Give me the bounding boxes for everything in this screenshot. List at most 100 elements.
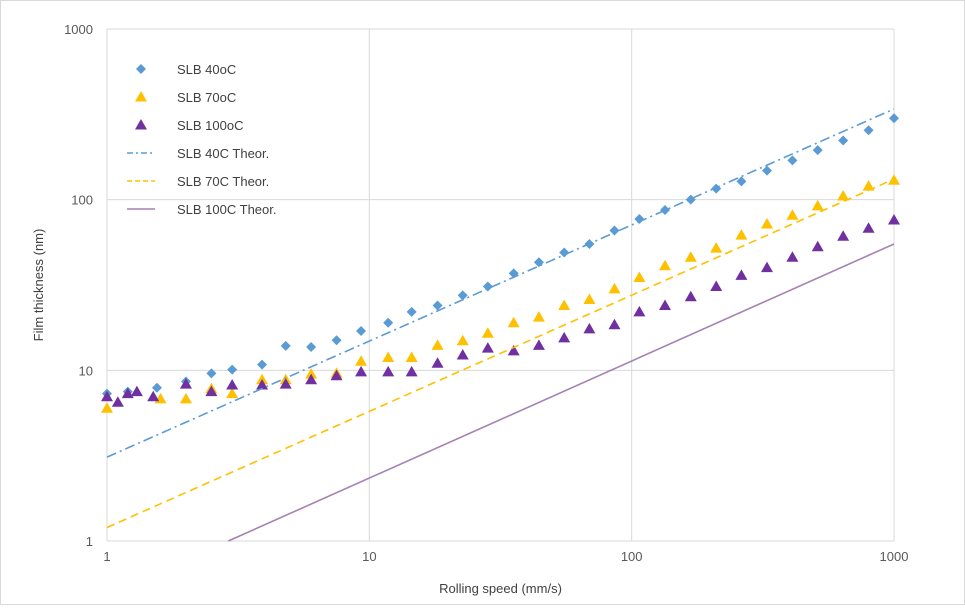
point-slb-100oc — [710, 280, 723, 291]
point-slb-100oc — [481, 342, 494, 353]
point-slb-100oc — [405, 365, 418, 377]
x-tick-label: 1000 — [880, 549, 909, 564]
point-slb-70oc — [226, 387, 239, 399]
point-slb-70oc — [583, 293, 596, 305]
point-slb-100oc — [760, 261, 773, 273]
point-slb-70oc — [179, 392, 192, 404]
point-slb-100oc — [101, 390, 113, 402]
point-slb-70oc — [633, 271, 646, 282]
point-slb-100oc — [147, 390, 160, 402]
legend-label: SLB 100C Theor. — [177, 202, 277, 217]
point-slb-100oc — [558, 331, 571, 343]
point-slb-40oc — [838, 135, 849, 146]
point-slb-40oc — [227, 364, 238, 375]
point-slb-70oc — [659, 259, 672, 271]
point-slb-70oc — [101, 402, 113, 413]
point-slb-40oc — [559, 247, 570, 258]
legend-item: SLB 100C Theor. — [127, 202, 277, 217]
point-slb-70oc — [456, 334, 469, 346]
point-slb-40oc — [383, 317, 394, 328]
point-slb-100oc — [735, 269, 748, 280]
series-slb-100oc — [101, 214, 900, 407]
legend-item: SLB 100oC — [135, 118, 244, 133]
legend-swatch-marker — [136, 64, 146, 74]
point-slb-100oc — [608, 318, 621, 330]
legend-label: SLB 40oC — [177, 62, 236, 77]
point-slb-100oc — [659, 299, 672, 310]
y-axis-title: Film thickness (nm) — [31, 229, 46, 342]
point-slb-70oc — [862, 180, 875, 191]
point-slb-70oc — [837, 190, 850, 201]
point-slb-100oc — [633, 305, 646, 317]
point-slb-40oc — [356, 326, 367, 337]
point-slb-70oc — [355, 355, 368, 366]
point-slb-70oc — [684, 251, 697, 262]
point-slb-40oc — [257, 359, 268, 370]
line-slb-70c-theor — [106, 178, 895, 529]
point-slb-70oc — [710, 242, 723, 253]
point-slb-100oc — [130, 385, 143, 397]
point-slb-100oc — [583, 322, 596, 334]
point-slb-40oc — [306, 341, 317, 352]
point-slb-40oc — [761, 165, 772, 176]
point-slb-100oc — [532, 339, 545, 350]
point-slb-70oc — [760, 218, 773, 229]
point-slb-100oc — [179, 378, 192, 389]
point-slb-70oc — [608, 282, 621, 294]
point-slb-100oc — [305, 373, 318, 385]
axes: 1 10 100 1000 1 10 100 1000 — [64, 22, 908, 564]
point-slb-100oc — [256, 379, 269, 390]
point-slb-40oc — [787, 155, 798, 166]
legend-label: SLB 40C Theor. — [177, 146, 269, 161]
y-tick-label: 1000 — [64, 22, 93, 37]
point-slb-40oc — [634, 214, 645, 225]
series-layer — [101, 108, 900, 542]
point-slb-100oc — [111, 396, 124, 407]
point-slb-100oc — [121, 387, 134, 399]
point-slb-100oc — [431, 357, 444, 368]
point-slb-100oc — [507, 344, 520, 356]
point-slb-100oc — [330, 369, 343, 381]
point-slb-70oc — [405, 351, 418, 362]
point-slb-100oc — [811, 240, 824, 252]
x-tick-label: 10 — [362, 549, 376, 564]
point-slb-70oc — [431, 339, 444, 350]
point-slb-70oc — [811, 199, 824, 211]
point-slb-40oc — [660, 204, 671, 215]
point-slb-100oc — [786, 251, 799, 262]
legend-label: SLB 70C Theor. — [177, 174, 269, 189]
point-slb-40oc — [151, 382, 162, 393]
point-slb-40oc — [280, 340, 291, 351]
point-slb-40oc — [331, 335, 342, 346]
point-slb-100oc — [456, 348, 469, 360]
point-slb-100oc — [888, 214, 900, 225]
point-slb-100oc — [226, 379, 239, 390]
point-slb-100oc — [837, 230, 850, 241]
y-tick-label: 10 — [79, 363, 93, 378]
legend: SLB 40oC SLB 70oC SLB 100oC SLB 40C Theor. S… — [127, 62, 277, 217]
legend-swatch-marker — [135, 91, 147, 102]
point-slb-70oc — [786, 209, 799, 220]
y-tick-label: 100 — [71, 193, 93, 208]
legend-swatch-marker — [135, 119, 147, 130]
x-tick-label: 100 — [621, 549, 643, 564]
point-slb-70oc — [735, 229, 748, 240]
x-axis-title: Rolling speed (mm/s) — [439, 581, 562, 596]
point-slb-100oc — [279, 378, 292, 389]
point-slb-100oc — [862, 222, 875, 233]
point-slb-40oc — [812, 145, 823, 156]
point-slb-100oc — [382, 365, 395, 377]
legend-item: SLB 70oC — [135, 90, 236, 105]
point-slb-100oc — [355, 365, 368, 377]
legend-item: SLB 70C Theor. — [127, 174, 269, 189]
line-slb-100c-theor — [227, 243, 895, 542]
point-slb-40oc — [889, 113, 899, 124]
point-slb-70oc — [532, 311, 545, 322]
legend-item: SLB 40C Theor. — [127, 146, 269, 161]
point-slb-70oc — [558, 299, 571, 310]
point-slb-40oc — [736, 176, 747, 187]
point-slb-70oc — [305, 368, 318, 379]
gridlines — [106, 28, 895, 542]
